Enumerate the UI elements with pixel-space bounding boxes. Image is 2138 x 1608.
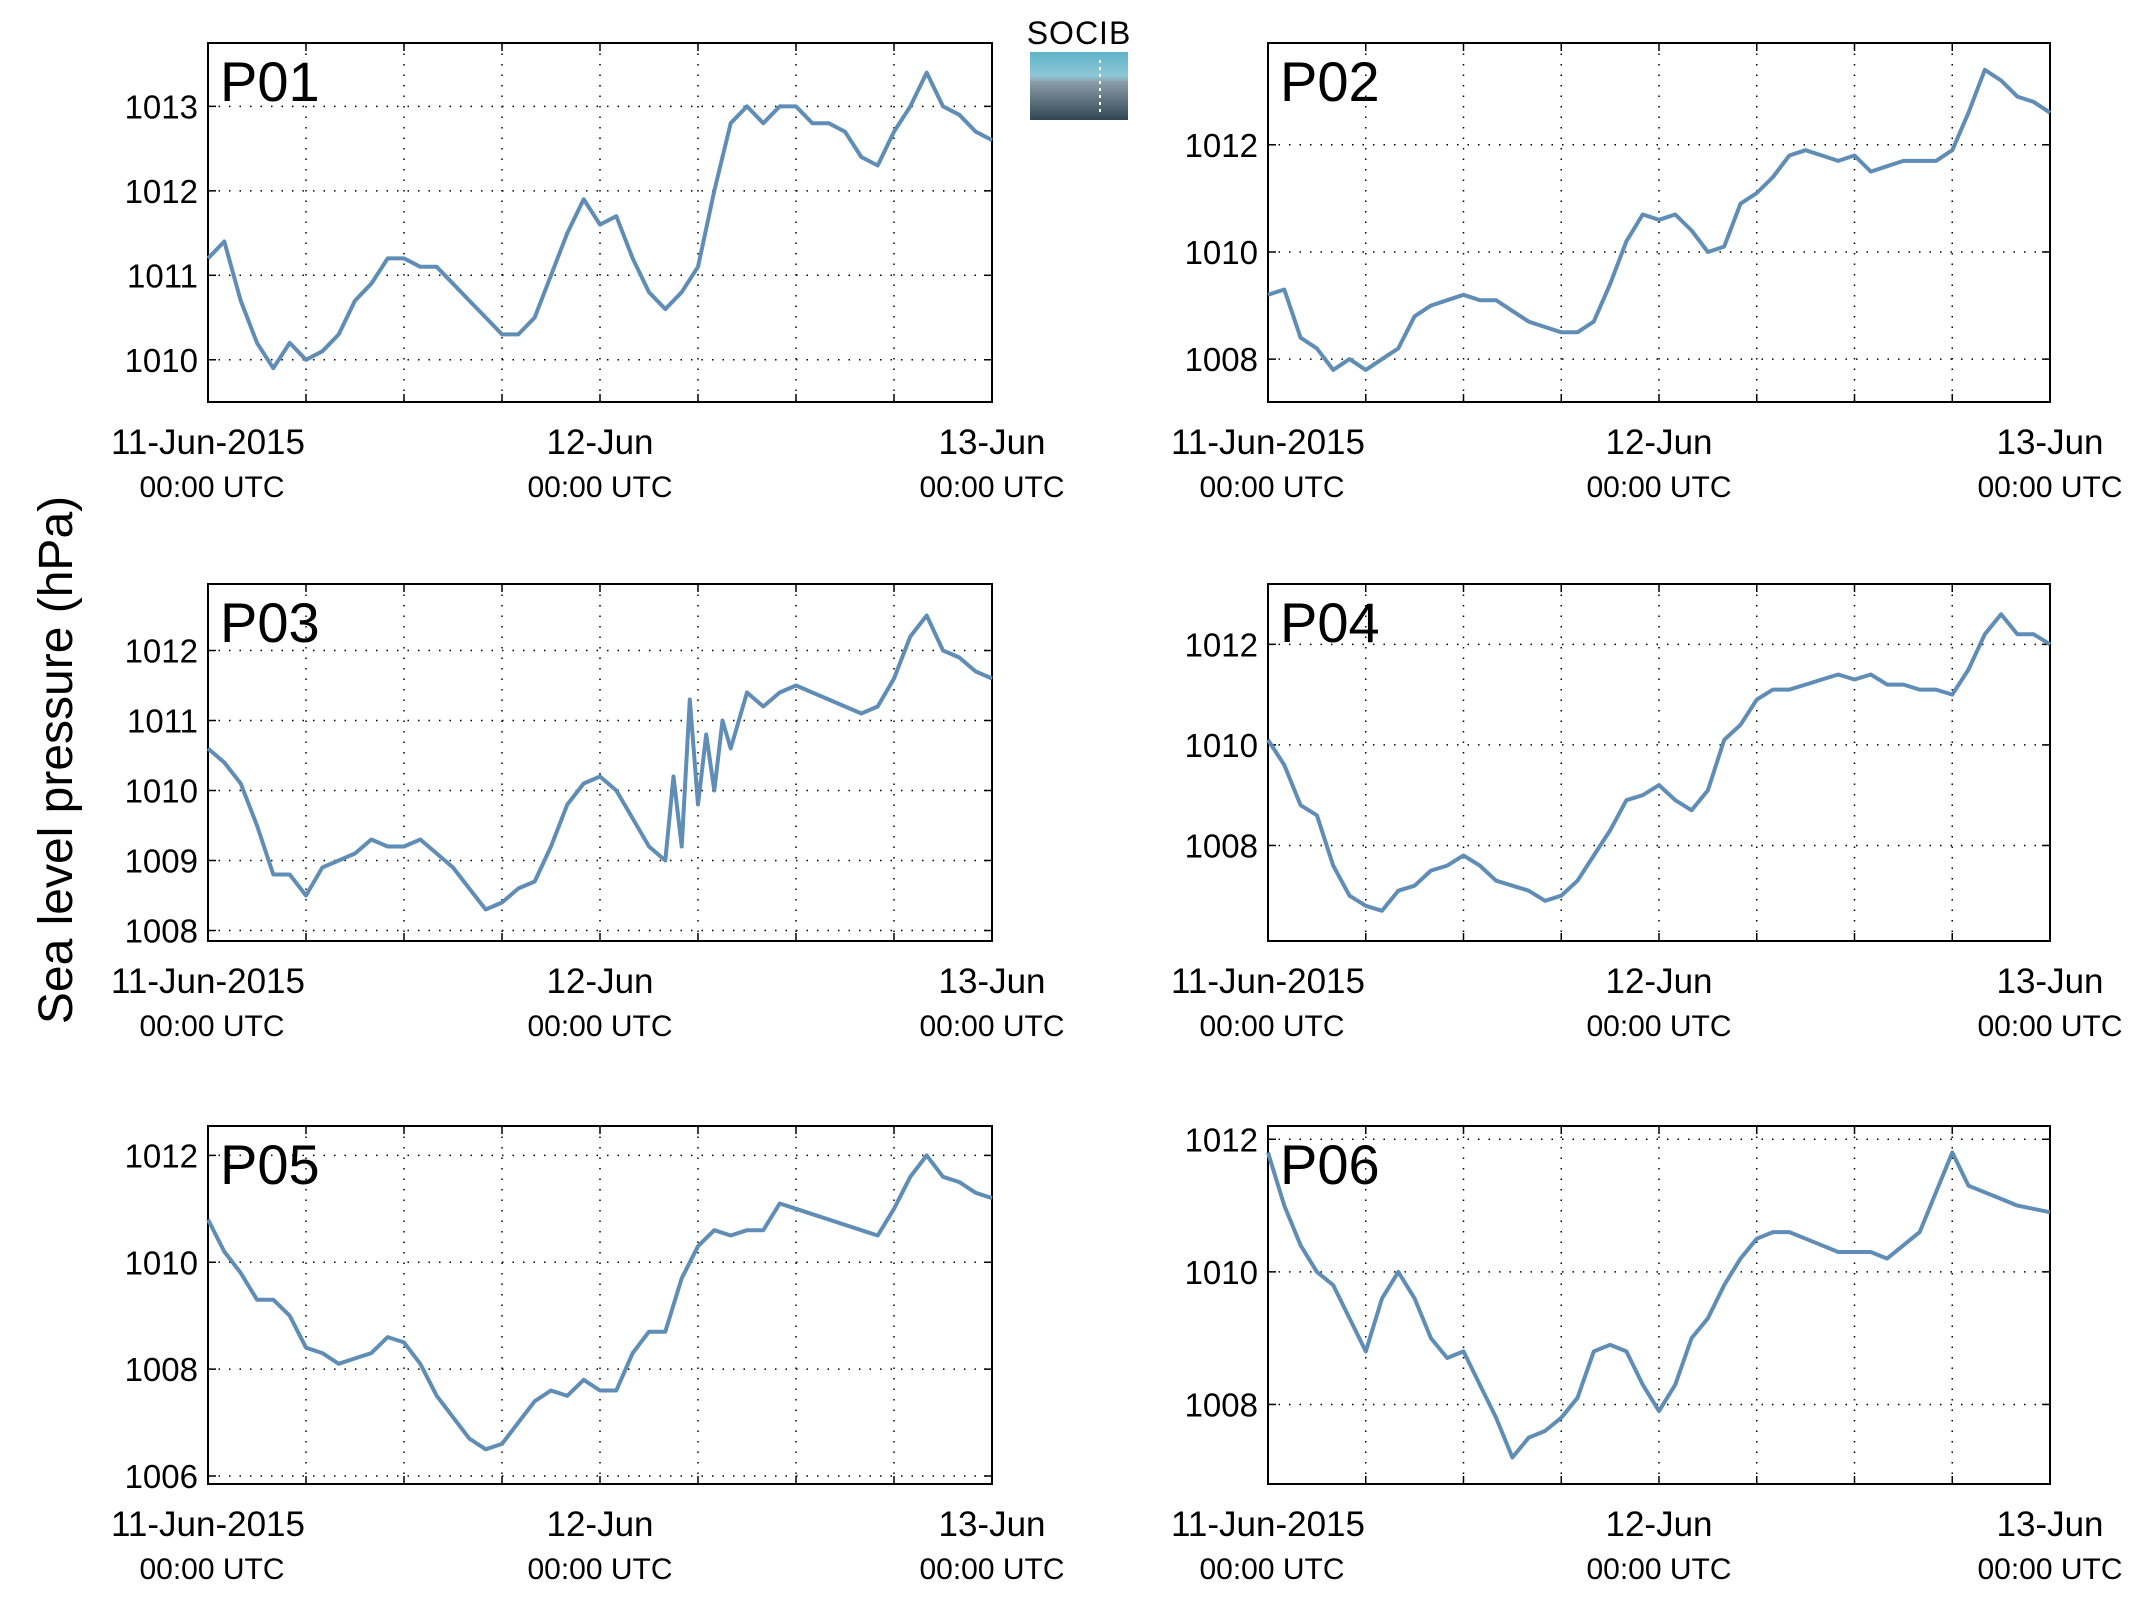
x-tick-label-time: 00:00 UTC <box>919 471 1064 504</box>
x-tick-label-time: 00:00 UTC <box>527 1553 672 1586</box>
y-tick-label: 1010 <box>1185 234 1258 271</box>
y-tick-label: 1008 <box>1185 1386 1258 1423</box>
panel-title: P01 <box>220 50 320 113</box>
x-tick-label-time: 00:00 UTC <box>1199 1553 1344 1586</box>
series-line-p04 <box>1266 612 2052 913</box>
x-tick-label-time: 00:00 UTC <box>919 1553 1064 1586</box>
x-tick-label-time: 00:00 UTC <box>919 1010 1064 1043</box>
y-tick-label: 1008 <box>1185 827 1258 864</box>
series-line-p01 <box>206 70 993 371</box>
x-tick-label-date: 12-Jun <box>1605 423 1712 462</box>
y-tick-label: 1009 <box>125 843 198 880</box>
x-tick-label-date: 12-Jun <box>1605 962 1712 1001</box>
x-tick-label-date: 11-Jun-2015 <box>111 1505 305 1544</box>
x-tick-label-date: 13-Jun <box>1996 1505 2103 1544</box>
x-tick-label-date: 13-Jun <box>938 423 1045 462</box>
x-tick-label-time: 00:00 UTC <box>139 471 284 504</box>
logo-text: SOCIB <box>1027 15 1132 51</box>
x-tick-label-time: 00:00 UTC <box>1586 1553 1731 1586</box>
chart-panel-p05: 1006 1008 1010 1012 P05 11-Jun-2015 00:00 UTC 1… <box>111 1125 1065 1586</box>
panel-title: P02 <box>1280 50 1380 113</box>
logo-mark <box>1030 52 1128 120</box>
y-tick-label: 1012 <box>125 633 198 670</box>
chart-panel-p01: 1010 1011 1012 1013 P01 11-Jun-2015 00:00 UTC 1… <box>111 42 1065 504</box>
y-tick-label: 1012 <box>1185 626 1258 663</box>
panel-title: P06 <box>1280 1133 1380 1196</box>
x-tick-label-date: 12-Jun <box>546 423 653 462</box>
y-tick-label: 1010 <box>125 773 198 810</box>
x-tick-label-time: 00:00 UTC <box>527 471 672 504</box>
x-tick-label-time: 00:00 UTC <box>1199 1010 1344 1043</box>
chart-panel-p02: 1008 1010 1012 P02 11-Jun-2015 00:00 UTC 12-Ju… <box>1171 42 2123 504</box>
chart-panel-p06: 1008 1010 1012 P06 11-Jun-2015 00:00 UTC 12-Ju… <box>1171 1121 2123 1586</box>
panel-title: P04 <box>1280 591 1380 654</box>
x-tick-label-time: 00:00 UTC <box>1977 1010 2122 1043</box>
x-tick-label-date: 12-Jun <box>1605 1505 1712 1544</box>
x-tick-label-date: 11-Jun-2015 <box>1171 962 1365 1001</box>
x-tick-label-time: 00:00 UTC <box>1586 471 1731 504</box>
x-tick-label-date: 11-Jun-2015 <box>1171 423 1365 462</box>
x-tick-label-time: 00:00 UTC <box>1586 1010 1731 1043</box>
y-tick-label: 1010 <box>125 342 198 379</box>
series-line-p03 <box>206 613 993 912</box>
y-tick-label: 1013 <box>125 88 198 125</box>
panel-title: P03 <box>220 591 320 654</box>
x-tick-label-time: 00:00 UTC <box>1199 471 1344 504</box>
x-tick-label-time: 00:00 UTC <box>139 1553 284 1586</box>
y-tick-label: 1012 <box>125 173 198 210</box>
x-tick-label-date: 12-Jun <box>546 962 653 1001</box>
y-tick-label: 1012 <box>125 1137 198 1174</box>
chart-panel-p03: 1008 1009 1010 1011 1012 P03 11-Jun-2015 00:00 … <box>111 583 1065 1043</box>
chart-panel-p04: 1008 1010 1012 P04 11-Jun-2015 00:00 UTC 12-Ju… <box>1171 583 2123 1043</box>
y-tick-label: 1011 <box>127 703 198 740</box>
x-tick-label-date: 11-Jun-2015 <box>111 962 305 1001</box>
x-tick-label-date: 13-Jun <box>1996 962 2103 1001</box>
y-tick-label: 1012 <box>1185 1121 1258 1158</box>
x-tick-label-date: 13-Jun <box>1996 423 2103 462</box>
x-tick-label-time: 00:00 UTC <box>527 1010 672 1043</box>
x-tick-label-time: 00:00 UTC <box>139 1010 284 1043</box>
y-tick-label: 1006 <box>125 1458 198 1495</box>
y-tick-label: 1008 <box>1185 341 1258 378</box>
y-tick-label: 1008 <box>125 913 198 950</box>
y-axis-label: Sea level pressure (hPa) <box>30 496 83 1024</box>
x-tick-label-date: 13-Jun <box>938 962 1045 1001</box>
y-tick-label: 1010 <box>1185 727 1258 764</box>
x-tick-label-date: 12-Jun <box>546 1505 653 1544</box>
y-tick-label: 1012 <box>1185 127 1258 164</box>
x-tick-label-date: 11-Jun-2015 <box>1171 1505 1365 1544</box>
series-line-p05 <box>206 1153 993 1452</box>
y-tick-label: 1010 <box>125 1244 198 1281</box>
y-tick-label: 1008 <box>125 1351 198 1388</box>
x-tick-label-time: 00:00 UTC <box>1977 1553 2122 1586</box>
x-tick-label-date: 13-Jun <box>938 1505 1045 1544</box>
series-line-p06 <box>1266 1150 2051 1460</box>
y-tick-label: 1010 <box>1185 1254 1258 1291</box>
socib-logo: SOCIB <box>1027 15 1132 120</box>
y-tick-label: 1011 <box>127 257 198 294</box>
x-tick-label-time: 00:00 UTC <box>1977 471 2122 504</box>
x-tick-label-date: 11-Jun-2015 <box>111 423 305 462</box>
panel-title: P05 <box>220 1133 320 1196</box>
series-line-p02 <box>1267 67 2052 372</box>
